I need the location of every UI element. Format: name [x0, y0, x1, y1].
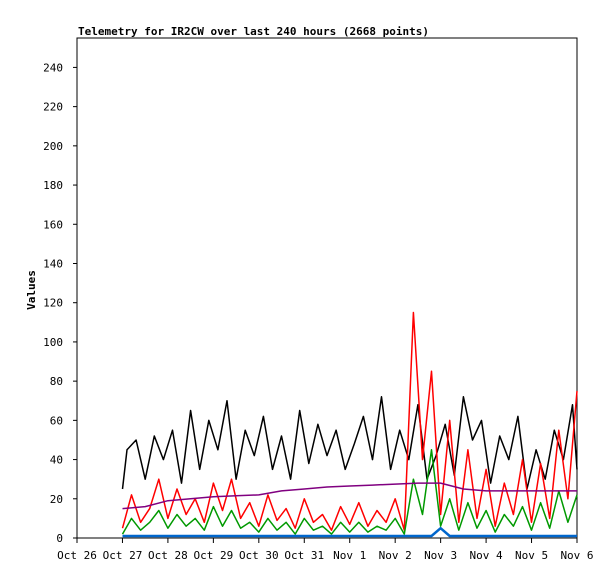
x-tick-label: Oct 28	[148, 549, 188, 562]
x-tick-label: Oct 31	[284, 549, 324, 562]
series-line-4	[122, 526, 577, 538]
x-tick-label: Oct 27	[103, 549, 143, 562]
y-tick-label: 20	[50, 493, 63, 506]
y-tick-label: 200	[43, 140, 63, 153]
x-tick-label: Nov 3	[424, 549, 457, 562]
chart-title: Telemetry for IR2CW over last 240 hours …	[78, 25, 429, 38]
x-tick-label: Nov 6	[560, 549, 593, 562]
y-tick-label: 0	[56, 532, 63, 545]
x-tick-label: Oct 26	[57, 549, 97, 562]
x-tick-label: Nov 2	[379, 549, 412, 562]
data-series	[121, 311, 578, 538]
plot-area	[76, 37, 578, 539]
y-tick-label: 140	[43, 257, 63, 270]
y-tick-label: 80	[50, 375, 63, 388]
y-tick-label: 220	[43, 101, 63, 114]
x-tick-label: Nov 1	[333, 549, 366, 562]
x-tick-label: Oct 30	[239, 549, 279, 562]
series-line-2	[121, 449, 578, 535]
y-axis-label: Values	[25, 270, 38, 310]
y-tick-label: 240	[43, 61, 63, 74]
y-axis-ticks: 0 20 40 60 80 100 120 140 160 180 200 220 240	[43, 61, 77, 545]
x-axis-ticks: Oct 26 Oct 27 Oct 28 Oct 29 Oct 30 Oct 31 Nov …	[57, 538, 594, 562]
y-tick-label: 120	[43, 297, 63, 310]
y-tick-label: 60	[50, 414, 63, 427]
series-line-3	[122, 482, 577, 510]
y-tick-label: 160	[43, 218, 63, 231]
series-line-0	[121, 396, 578, 490]
series-line-1	[121, 311, 578, 531]
y-tick-label: 40	[50, 454, 63, 467]
x-tick-label: Oct 29	[193, 549, 233, 562]
x-tick-label: Nov 4	[470, 549, 503, 562]
y-tick-label: 100	[43, 336, 63, 349]
x-tick-label: Nov 5	[515, 549, 548, 562]
y-tick-label: 180	[43, 179, 63, 192]
